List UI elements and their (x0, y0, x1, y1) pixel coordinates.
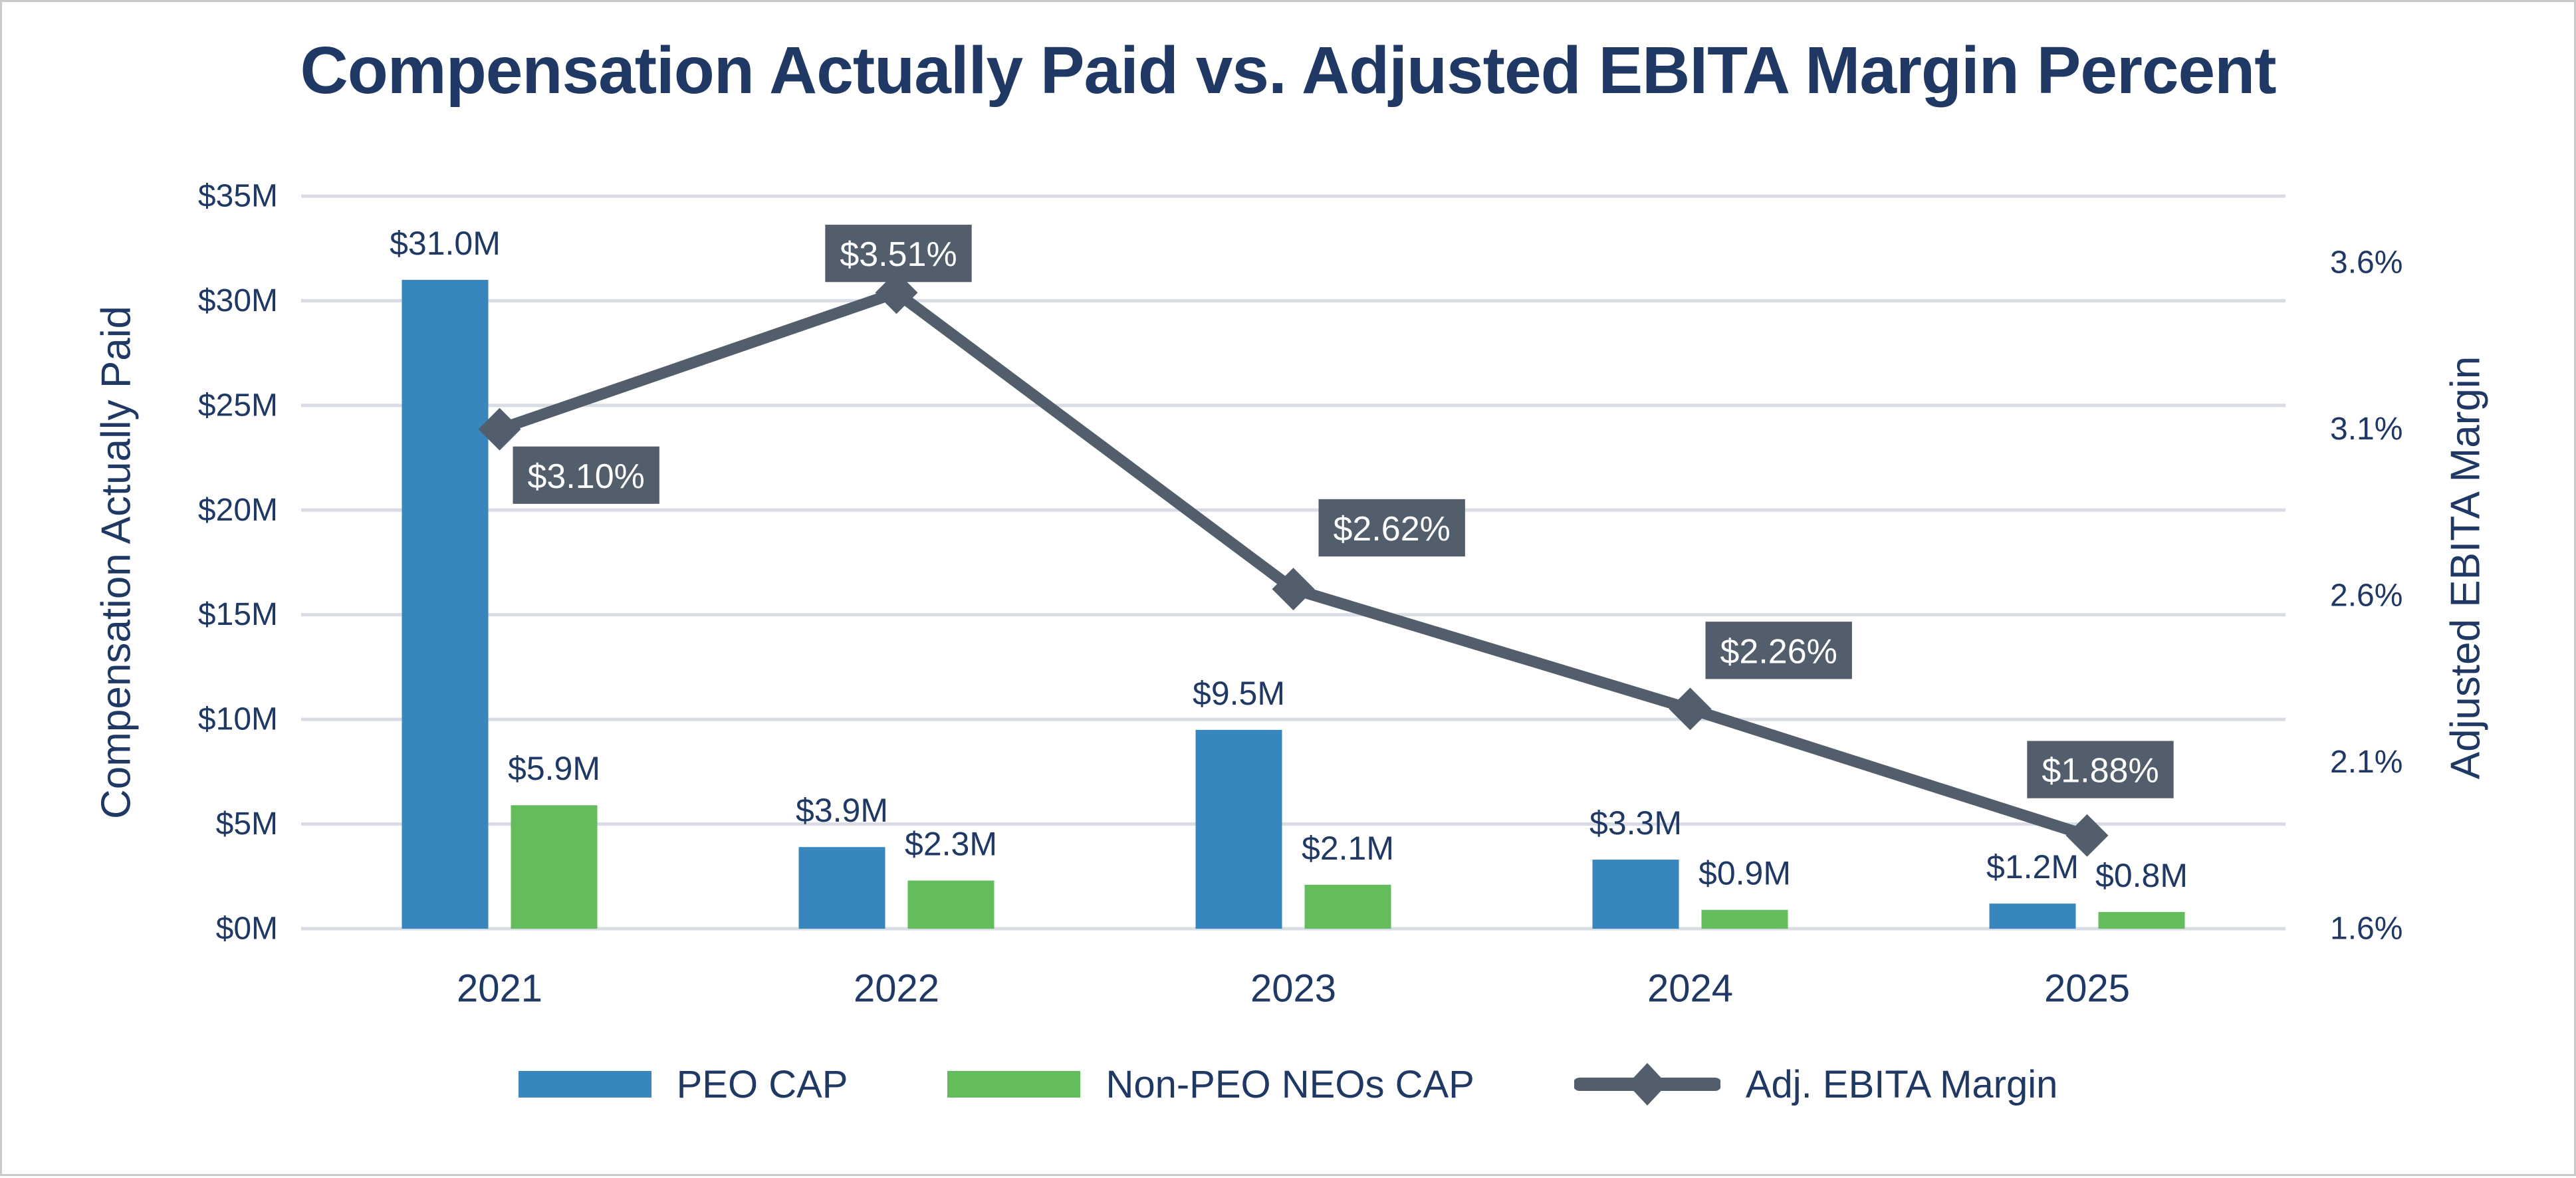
bar-non-peo-neos-cap-2022 (907, 880, 995, 929)
line-marker-diamond-2023 (1272, 568, 1315, 611)
right-axis-title: Adjusted EBITA Margin (2443, 356, 2489, 779)
legend-label: Non-PEO NEOs CAP (1106, 1062, 1474, 1106)
legend-item-adj-ebita-margin: Adj. EBITA Margin (1574, 1058, 2058, 1111)
bar-value-label: $3.3M (1589, 804, 1682, 842)
left-axis-tick: $30M (198, 283, 278, 318)
right-axis-tick: 3.6% (2330, 245, 2402, 281)
line-value-label-text: $3.51% (840, 235, 957, 274)
legend-label: PEO CAP (676, 1062, 848, 1106)
x-axis-label: 2023 (1250, 967, 1336, 1010)
line-value-label-text: $1.88% (2042, 752, 2159, 790)
x-axis-label: 2024 (1647, 967, 1733, 1010)
bar-non-peo-neos-cap-2021 (511, 805, 598, 929)
bar-peo-cap-2023 (1195, 729, 1282, 929)
legend-swatch-bar (947, 1071, 1081, 1098)
chart-title: Compensation Actually Paid vs. Adjusted … (300, 33, 2276, 108)
legend-label: Adj. EBITA Margin (1745, 1062, 2058, 1106)
line-value-label-box (1705, 622, 1852, 679)
left-axis-tick: $20M (198, 493, 278, 528)
legend-item-non-peo-neos-cap: Non-PEO NEOs CAP (947, 1062, 1474, 1107)
bar-peo-cap-2025 (1989, 903, 2076, 929)
bar-value-label: $0.8M (2095, 857, 2188, 894)
chart-legend: PEO CAP Non-PEO NEOs CAP Adj. EBITA Margin (2, 1058, 2574, 1111)
legend-swatch-bar (518, 1071, 651, 1098)
bar-value-label: $1.2M (1986, 848, 2079, 885)
x-axis-label: 2025 (2044, 967, 2130, 1010)
line-value-label-box (825, 225, 972, 283)
line-value-label-text: $2.62% (1334, 510, 1451, 548)
bar-value-label: $3.9M (796, 792, 888, 829)
line-marker-diamond-2024 (1669, 687, 1712, 731)
legend-item-peo-cap: PEO CAP (518, 1062, 848, 1107)
bar-peo-cap-2022 (798, 847, 885, 929)
x-axis-label: 2021 (457, 967, 542, 1010)
bar-value-label: $2.1M (1302, 830, 1394, 867)
bar-peo-cap-2024 (1592, 860, 1679, 929)
line-marker-diamond-2021 (478, 408, 521, 451)
right-axis-tick: 2.6% (2330, 578, 2402, 614)
legend-swatch-line (1574, 1063, 1720, 1106)
right-axis-tick: 2.1% (2330, 745, 2402, 780)
bar-non-peo-neos-cap-2024 (1701, 909, 1788, 929)
bar-peo-cap-2021 (402, 279, 489, 929)
bar-value-label: $5.9M (508, 750, 600, 787)
left-axis-tick: $0M (216, 911, 278, 947)
line-adj-ebita-margin (497, 287, 2089, 841)
line-value-label-box (2027, 741, 2174, 798)
x-axis-label: 2022 (854, 967, 939, 1010)
bar-value-label: $9.5M (1193, 675, 1285, 712)
bar-non-peo-neos-cap-2025 (2098, 911, 2185, 929)
left-axis-title: Compensation Actually Paid (94, 306, 140, 819)
left-axis-tick: $5M (216, 806, 278, 842)
right-axis-tick: 1.6% (2330, 911, 2402, 947)
right-axis-tick: 3.1% (2330, 412, 2402, 447)
bar-value-label: $31.0M (390, 225, 501, 262)
bar-value-label: $2.3M (905, 826, 997, 863)
line-value-label-text: $3.10% (528, 457, 645, 496)
left-axis-tick: $35M (198, 179, 278, 214)
left-axis-tick: $15M (198, 597, 278, 632)
bar-value-label: $0.9M (1698, 855, 1791, 892)
line-value-label-text: $2.26% (1720, 632, 1837, 671)
left-axis-tick: $25M (198, 388, 278, 423)
left-axis-tick: $10M (198, 702, 278, 737)
line-value-label-box (513, 446, 659, 504)
legend-diamond-icon (1627, 1063, 1667, 1106)
bar-non-peo-neos-cap-2023 (1304, 884, 1391, 929)
line-value-label-box (1318, 499, 1465, 557)
line-marker-diamond-2025 (2065, 814, 2109, 857)
